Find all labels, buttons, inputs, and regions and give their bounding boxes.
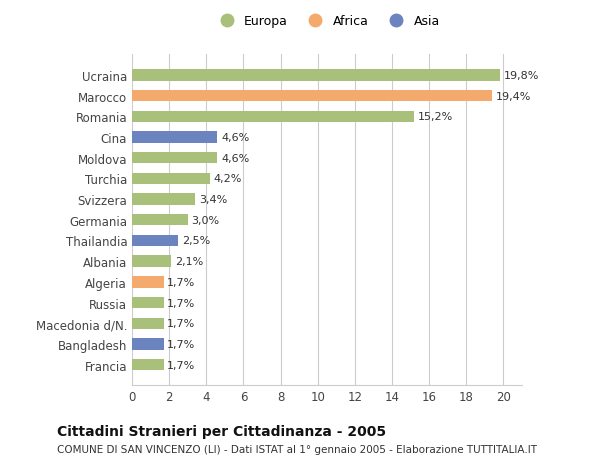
Text: 19,8%: 19,8% [503, 71, 539, 81]
Bar [132, 256, 171, 267]
Bar [132, 297, 164, 308]
Text: 4,6%: 4,6% [221, 133, 250, 143]
Bar [132, 318, 164, 329]
Text: 1,7%: 1,7% [167, 298, 196, 308]
Bar [132, 91, 492, 102]
Bar [132, 153, 217, 164]
Text: 1,7%: 1,7% [167, 277, 196, 287]
Text: 2,5%: 2,5% [182, 236, 211, 246]
Text: 19,4%: 19,4% [496, 91, 532, 101]
Bar [132, 215, 188, 226]
Text: 1,7%: 1,7% [167, 339, 196, 349]
Bar [132, 174, 210, 185]
Bar [132, 359, 164, 370]
Text: 15,2%: 15,2% [418, 112, 453, 122]
Bar [132, 235, 178, 246]
Bar [132, 132, 217, 143]
Bar [132, 277, 164, 288]
Bar [132, 339, 164, 350]
Bar [132, 194, 195, 205]
Bar [132, 112, 414, 123]
Text: 4,6%: 4,6% [221, 153, 250, 163]
Text: COMUNE DI SAN VINCENZO (LI) - Dati ISTAT al 1° gennaio 2005 - Elaborazione TUTTI: COMUNE DI SAN VINCENZO (LI) - Dati ISTAT… [57, 444, 537, 454]
Text: 1,7%: 1,7% [167, 319, 196, 329]
Text: Cittadini Stranieri per Cittadinanza - 2005: Cittadini Stranieri per Cittadinanza - 2… [57, 425, 386, 438]
Legend: Europa, Africa, Asia: Europa, Africa, Asia [214, 15, 440, 28]
Bar [132, 70, 500, 81]
Text: 3,0%: 3,0% [191, 215, 220, 225]
Text: 3,4%: 3,4% [199, 195, 227, 205]
Text: 4,2%: 4,2% [214, 174, 242, 184]
Text: 1,7%: 1,7% [167, 360, 196, 370]
Text: 2,1%: 2,1% [175, 257, 203, 267]
